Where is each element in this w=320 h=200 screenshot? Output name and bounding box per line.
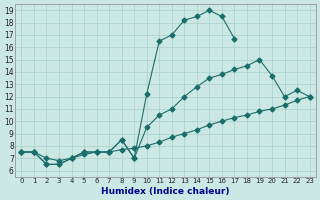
X-axis label: Humidex (Indice chaleur): Humidex (Indice chaleur) — [101, 187, 230, 196]
